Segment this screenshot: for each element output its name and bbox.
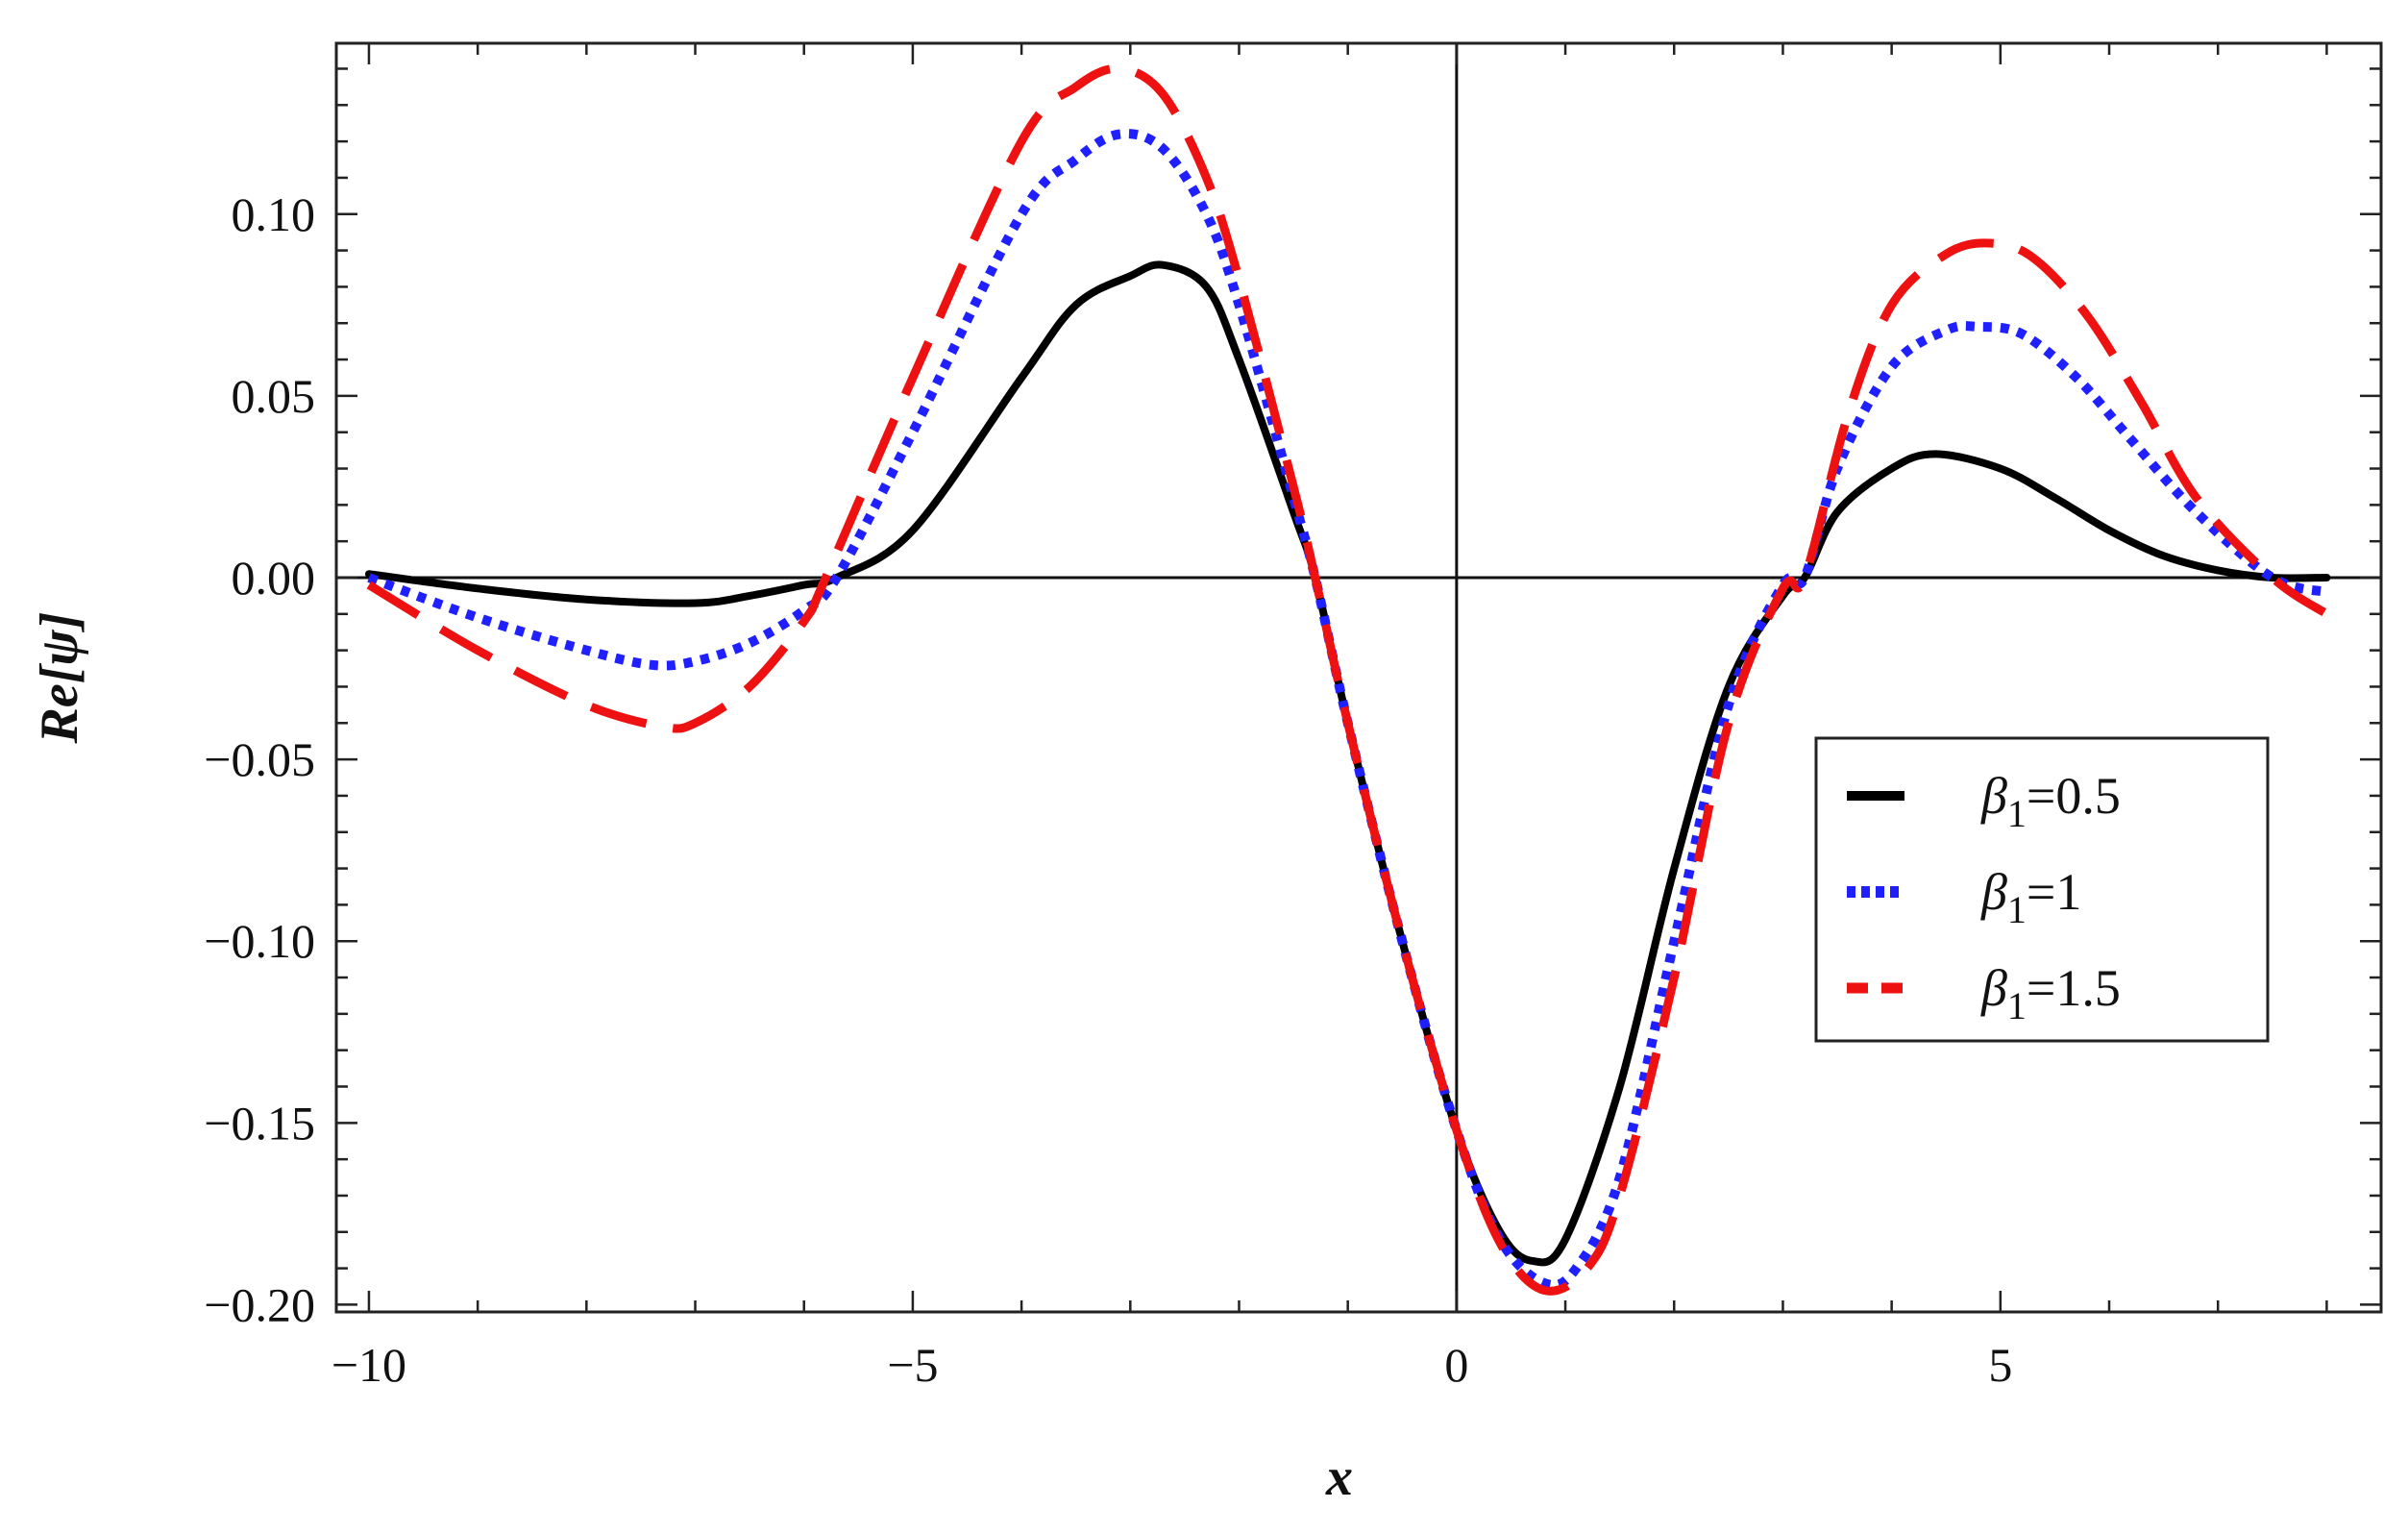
legend-label: β1=1.5	[1980, 959, 2121, 1027]
zero-axes	[336, 43, 2381, 1312]
x-tick-label: 0	[1444, 1338, 1468, 1392]
y-tick-label: 0.05	[232, 369, 316, 423]
x-tick-label: 5	[1988, 1338, 2012, 1392]
x-tick-label: −10	[332, 1338, 406, 1392]
x-tick-label: −5	[887, 1338, 938, 1392]
series-layer	[365, 63, 2331, 1296]
legend: β1=0.5 β1=1 β1=1.5	[1814, 736, 2270, 1043]
x-axis-title: x	[1325, 1447, 1353, 1507]
y-tick-label: 0.00	[232, 551, 316, 605]
legend-label: β1=1	[1980, 863, 2081, 931]
y-tick-label: −0.15	[204, 1096, 315, 1150]
legend-label: β1=0.5	[1980, 767, 2121, 835]
y-tick-label: −0.10	[204, 914, 315, 968]
y-axis-title: Re[ψ]	[30, 612, 89, 745]
y-tick-label: −0.05	[204, 732, 315, 786]
axis-ticks	[336, 43, 2381, 1312]
axis-labels: −10 −5 0 5 0.10 0.05 0.00 −0.05 −0.10 −0.15 −0.20 x…	[30, 187, 2012, 1507]
y-tick-label: 0.10	[232, 187, 316, 241]
plot-frame	[334, 41, 2383, 1314]
series-line-3	[366, 63, 2329, 1296]
y-tick-label: −0.20	[204, 1277, 315, 1331]
